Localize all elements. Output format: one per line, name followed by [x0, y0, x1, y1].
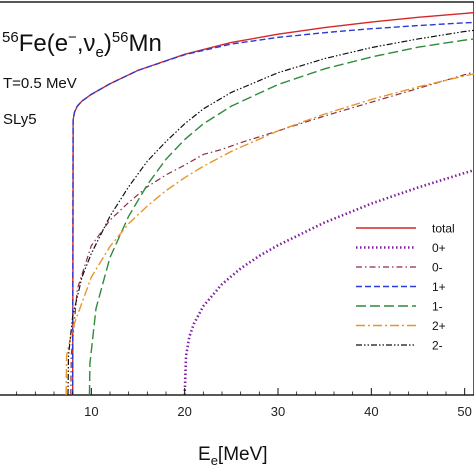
x-axis: 10 20 30 40 50 [16, 388, 472, 419]
legend-label-1: 0+ [432, 241, 446, 255]
series-line-0 [71, 11, 474, 396]
series-line-2 [70, 71, 474, 396]
x-axis-label-subscript: e [211, 453, 218, 468]
chart-title: 56Fe(e−,νe)56Mn [2, 29, 162, 61]
x-axis-label: Ee[MeV] [198, 444, 268, 468]
series-line-3 [71, 21, 474, 396]
x-tick-label-3: 40 [364, 404, 378, 419]
series-line-6 [67, 29, 474, 396]
series-layer [65, 11, 474, 396]
temperature-annotation: T=0.5 MeV [3, 75, 77, 92]
title-element-a: Fe(e [19, 30, 68, 57]
model-annotation: SLy5 [3, 111, 37, 128]
series-line-5 [65, 73, 474, 396]
series-line-4 [88, 38, 474, 396]
legend-label-3: 1+ [432, 280, 446, 294]
legend-label-6: 2- [432, 339, 443, 353]
title-mass-a: 56 [2, 29, 19, 46]
title-element-b: Mn [129, 30, 162, 57]
x-axis-label-main: E [198, 444, 211, 465]
title-neutrino: ,ν [77, 30, 96, 57]
legend-label-0: total [432, 222, 455, 236]
title-neutrino-subscript: e [95, 44, 103, 61]
title-electron-charge: − [68, 29, 77, 46]
legend-label-2: 0- [432, 261, 443, 275]
legend: total 0+ 0- 1+ 1- 2+ 2- [356, 222, 455, 353]
legend-label-5: 2+ [432, 319, 446, 333]
legend-label-4: 1- [432, 300, 443, 314]
plot-frame [0, 1, 474, 396]
x-tick-label-0: 10 [84, 404, 98, 419]
x-tick-label-2: 30 [271, 404, 285, 419]
x-axis-label-unit: [MeV] [218, 444, 268, 465]
x-tick-label-4: 50 [457, 404, 471, 419]
title-mass-b: 56 [112, 29, 129, 46]
title-close-paren: ) [104, 30, 112, 57]
x-tick-label-1: 20 [177, 404, 191, 419]
series-line-1 [183, 168, 474, 396]
